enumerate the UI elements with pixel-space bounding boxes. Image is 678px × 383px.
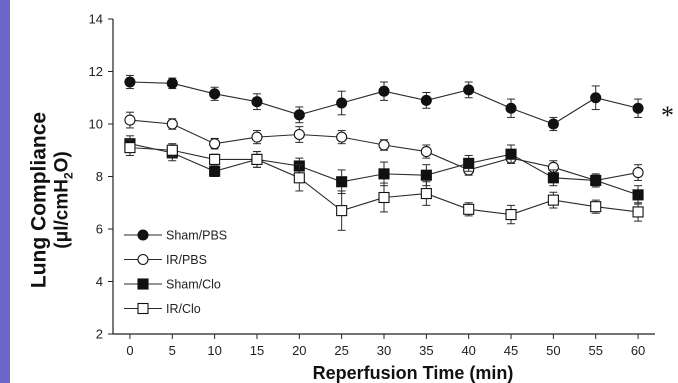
data-point <box>420 188 432 200</box>
data-point <box>378 191 390 204</box>
data-point <box>632 102 644 114</box>
data-point <box>463 203 475 215</box>
data-point <box>293 128 305 141</box>
data-point <box>378 168 390 180</box>
data-point <box>590 201 602 213</box>
y-axis-label-line2: (μl/cmH2O) <box>52 112 77 288</box>
legend-label: Sham/Clo <box>166 278 221 292</box>
data-point <box>124 114 136 126</box>
data-point <box>251 153 263 165</box>
data-point <box>378 85 390 97</box>
y-axis-label-unit-sub: 2 <box>61 172 76 180</box>
y-tick-label: 2 <box>96 327 103 342</box>
y-tick-label: 8 <box>96 169 103 184</box>
x-tick-label: 40 <box>461 343 475 358</box>
chart-legend: Sham/PBS IR/PBS Sham/Clo IR/Clo <box>124 229 227 316</box>
data-point <box>336 131 348 143</box>
y-tick-label: 12 <box>89 64 103 79</box>
data-point <box>336 97 348 109</box>
data-point <box>463 157 475 169</box>
data-point <box>505 209 517 221</box>
data-point <box>547 194 559 206</box>
series-layer <box>124 74 644 231</box>
x-tick-label: 20 <box>292 343 306 358</box>
legend-item: Sham/PBS <box>124 229 227 243</box>
legend-swatch-marker <box>137 229 149 241</box>
x-tick-label: 25 <box>334 343 348 358</box>
data-point <box>293 172 305 184</box>
series-sham-pbs <box>124 74 644 132</box>
data-point <box>336 176 348 188</box>
data-point <box>420 146 432 158</box>
data-point <box>632 189 644 201</box>
data-point <box>632 206 644 218</box>
x-tick-label: 50 <box>546 343 560 358</box>
y-tick-label: 14 <box>89 12 103 27</box>
data-point <box>124 142 136 154</box>
data-point <box>547 172 559 184</box>
legend-swatch-marker <box>137 302 149 315</box>
x-tick-label: 10 <box>207 343 221 358</box>
data-point <box>505 102 517 114</box>
data-point <box>463 84 475 96</box>
data-point <box>293 109 305 121</box>
data-point <box>166 118 178 130</box>
data-point <box>209 88 221 100</box>
y-tick-label: 6 <box>96 222 103 237</box>
legend-item: IR/Clo <box>124 302 201 316</box>
y-axis-label-unit-post: O) <box>51 151 73 173</box>
x-tick-label: 60 <box>631 343 645 358</box>
left-accent-bar <box>0 0 10 383</box>
data-point <box>420 94 432 106</box>
data-point <box>632 167 644 179</box>
legend-swatch-marker <box>137 278 149 290</box>
y-axis-label: Lung Compliance (μl/cmH2O) <box>28 112 77 288</box>
data-point <box>590 92 602 104</box>
x-axis-label: Reperfusion Time (min) <box>313 363 514 383</box>
y-tick-label: 4 <box>96 274 103 289</box>
legend-label: IR/Clo <box>166 302 201 316</box>
legend-label: IR/PBS <box>166 253 207 267</box>
x-tick-label: 45 <box>504 343 518 358</box>
data-point <box>505 148 517 160</box>
data-point <box>124 76 136 88</box>
data-point <box>547 118 559 130</box>
legend-item: Sham/Clo <box>124 278 221 292</box>
data-point <box>166 77 178 89</box>
significance-annotation: * <box>661 101 674 130</box>
x-tick-label: 35 <box>419 343 433 358</box>
data-point <box>209 153 221 165</box>
x-tick-label: 30 <box>377 343 391 358</box>
chart-axes: 2 4 6 8 10 12 14 0 5 10 15 20 25 30 35 40 45 50 55 60 <box>89 12 655 358</box>
x-tick-label: 5 <box>169 343 176 358</box>
data-point <box>251 131 263 143</box>
data-point <box>420 169 432 181</box>
legend-label: Sham/PBS <box>166 229 227 243</box>
x-tick-label: 0 <box>126 343 133 358</box>
data-point <box>378 139 390 151</box>
data-point <box>209 138 221 150</box>
y-axis-label-unit-pre: (μl/cmH <box>51 179 73 249</box>
data-point <box>336 205 348 217</box>
y-axis-label-line1: Lung Compliance <box>27 111 51 289</box>
data-point <box>590 174 602 186</box>
x-tick-label: 15 <box>250 343 264 358</box>
data-point <box>209 165 221 177</box>
y-tick-label: 10 <box>89 117 103 132</box>
legend-swatch-marker <box>137 253 149 266</box>
data-point <box>251 96 263 108</box>
series-ir-clo <box>124 139 644 231</box>
x-tick-label: 55 <box>588 343 602 358</box>
data-point <box>166 144 178 156</box>
legend-item: IR/PBS <box>124 253 207 267</box>
